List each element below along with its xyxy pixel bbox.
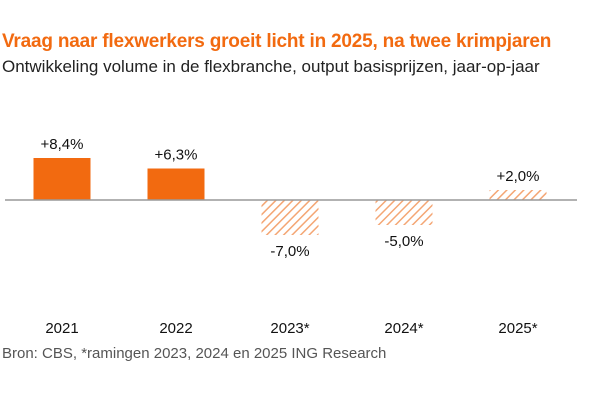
- x-tick-label: 2025*: [498, 320, 537, 337]
- data-label: +8,4%: [41, 136, 84, 153]
- x-tick-label: 2021: [45, 320, 78, 337]
- data-label: +6,3%: [155, 147, 198, 164]
- x-tick-label: 2023*: [270, 320, 309, 337]
- x-tick-label: 2024*: [384, 320, 423, 337]
- chart-title: Vraag naar flexwerkers groeit licht in 2…: [2, 31, 552, 52]
- bar-2024-forecast: [375, 200, 433, 225]
- bar-2023-forecast: [261, 200, 319, 235]
- bar-2025-forecast: [489, 190, 547, 200]
- data-label: -7,0%: [270, 243, 309, 260]
- data-label: +2,0%: [497, 168, 540, 185]
- chart-subtitle: Ontwikkeling volume in de flexbranche, o…: [2, 57, 540, 76]
- bar-2022: [147, 168, 205, 200]
- bar-2021: [33, 158, 91, 200]
- data-label: -5,0%: [384, 233, 423, 250]
- x-tick-label: 2022: [159, 320, 192, 337]
- source-note: Bron: CBS, *ramingen 2023, 2024 en 2025 …: [2, 345, 387, 362]
